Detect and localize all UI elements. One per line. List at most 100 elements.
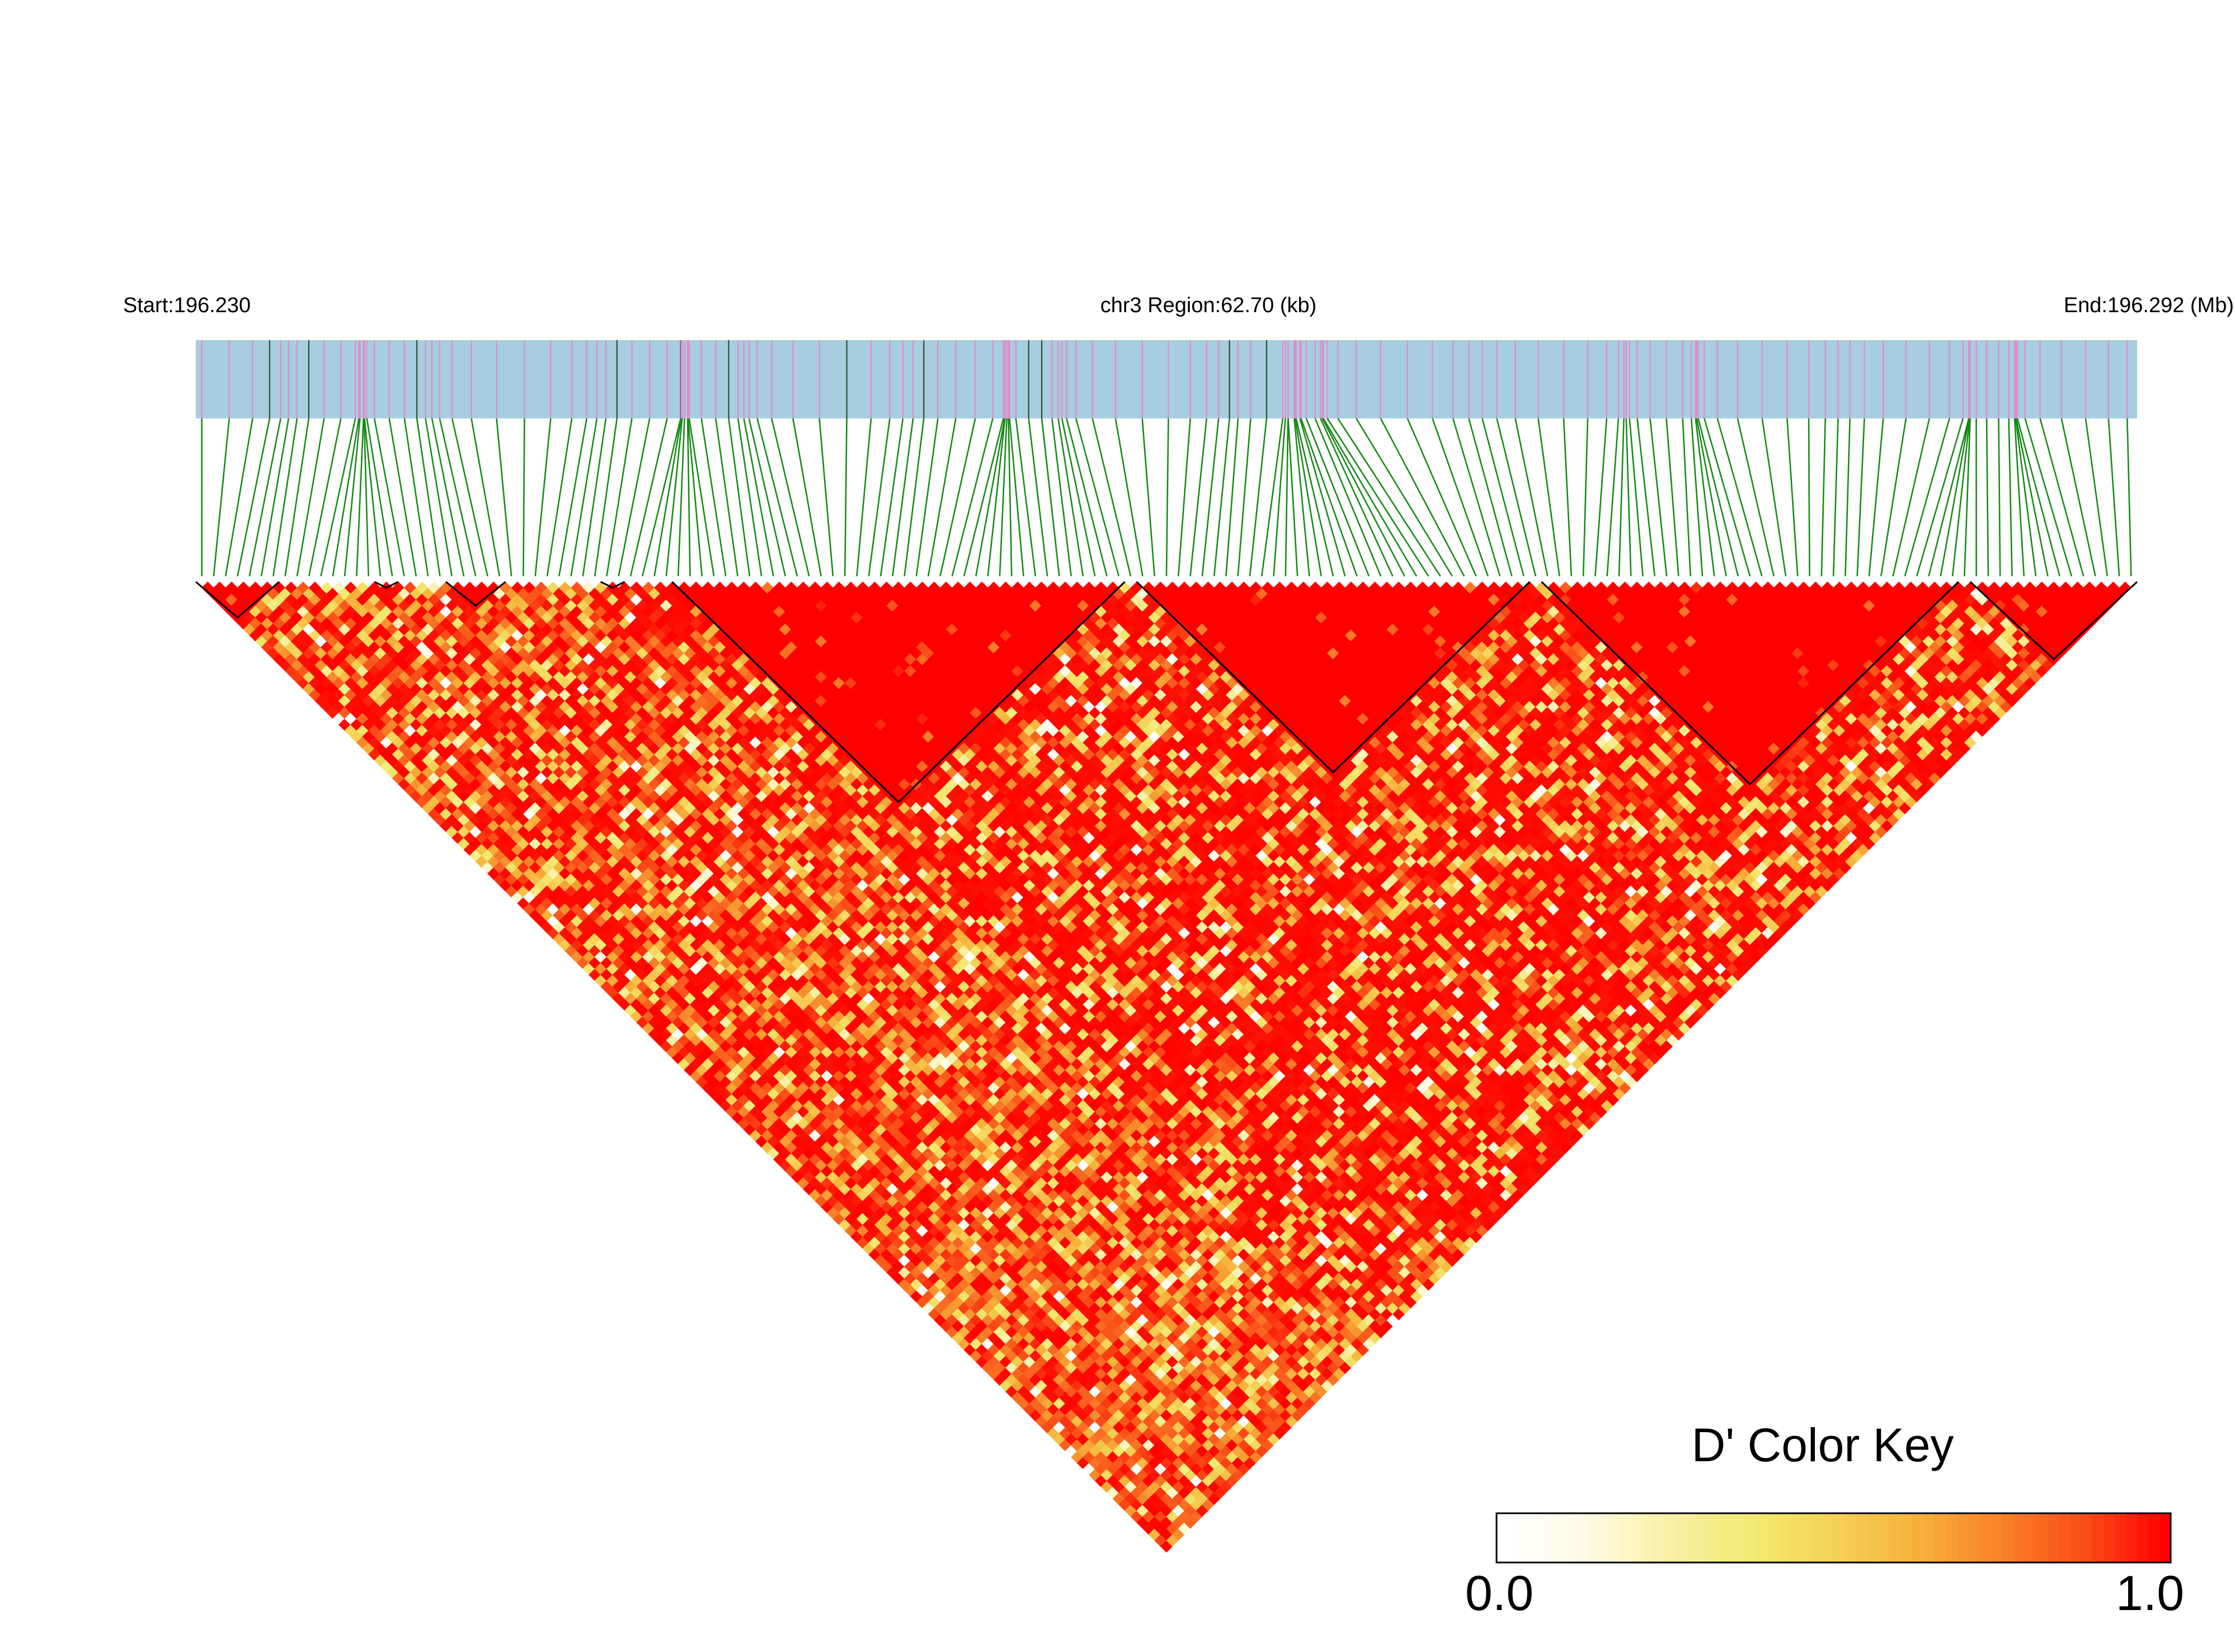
- snp-connector: [963, 418, 1004, 577]
- snp-connector: [2008, 418, 2013, 577]
- snp-connector: [1177, 418, 1191, 577]
- snp-connector: [2039, 418, 2085, 577]
- start-label: Start:196.230: [123, 294, 251, 317]
- snp-connector: [366, 418, 393, 577]
- snp-connector: [1481, 418, 1524, 577]
- snp-connector: [558, 418, 587, 577]
- snp-connector: [1468, 418, 1513, 577]
- snp-connector: [1964, 418, 1971, 577]
- snp-connector: [1294, 418, 1323, 577]
- snp-connector-lines: [201, 418, 2132, 577]
- snp-connector: [975, 418, 1006, 577]
- snp-connector: [1985, 418, 1989, 577]
- snp-connector: [1845, 418, 1851, 577]
- snp-connector: [439, 418, 477, 577]
- snp-connector: [1009, 418, 1024, 577]
- snp-connector: [2024, 418, 2073, 577]
- snp-connector: [1704, 418, 1751, 577]
- ld-cells: [201, 581, 2132, 1553]
- snp-connector: [332, 418, 360, 577]
- snp-connector: [1061, 418, 1096, 577]
- snp-connector: [818, 418, 834, 577]
- snp-connector: [1696, 418, 1727, 577]
- snp-connector: [904, 418, 925, 577]
- snp-connector: [373, 418, 405, 577]
- snp-connector: [1832, 418, 1839, 577]
- snp-connector: [1737, 418, 1775, 577]
- snp-connector: [715, 418, 738, 577]
- snp-connector: [1868, 418, 1884, 577]
- snp-connector: [1051, 418, 1072, 577]
- snp-connector: [737, 418, 763, 577]
- snp-connector: [951, 418, 994, 577]
- snp-connector: [260, 418, 290, 577]
- snp-connector: [1514, 418, 1549, 577]
- snp-connector: [1594, 418, 1608, 577]
- snp-connector: [1066, 418, 1108, 577]
- snp-connector: [1237, 418, 1251, 577]
- snp-connector: [308, 418, 342, 577]
- snp-connector: [2015, 418, 2049, 577]
- snp-connector: [1337, 418, 1441, 577]
- snp-connector: [653, 418, 682, 577]
- snp-connector: [431, 418, 465, 577]
- snp-connector: [1808, 418, 1810, 577]
- snp-connector: [665, 418, 683, 577]
- snp-connector: [470, 418, 501, 577]
- snp-connector: [1213, 418, 1230, 577]
- snp-connector: [1786, 418, 1799, 577]
- snp-connector: [237, 418, 271, 577]
- snp-connector: [1295, 418, 1334, 577]
- snp-connector: [582, 418, 607, 577]
- snp-connector: [1249, 418, 1268, 577]
- snp-connector: [687, 418, 703, 577]
- snp-connector: [1629, 418, 1644, 577]
- snp-connector: [284, 418, 310, 577]
- snp-connector: [743, 418, 774, 577]
- snp-connector: [1856, 418, 1865, 577]
- snp-connector: [1904, 418, 1950, 577]
- snp-connector: [1356, 418, 1453, 577]
- snp-connector: [2016, 418, 2060, 577]
- snp-connector: [1320, 418, 1394, 577]
- snp-connector: [1273, 418, 1286, 577]
- snp-connector: [1141, 418, 1156, 577]
- snp-connector: [688, 418, 715, 577]
- snp-connector: [356, 418, 365, 577]
- snp-connector: [1951, 418, 1971, 577]
- snp-connector: [1537, 418, 1560, 577]
- end-label: End:196.292 (Mb): [2064, 294, 2234, 317]
- snp-connector: [618, 418, 651, 577]
- snp-connector: [987, 418, 1006, 577]
- snp-connector: [1582, 418, 1589, 577]
- snp-connector: [1201, 418, 1220, 577]
- snp-connector: [1880, 418, 1907, 577]
- snp-connector: [1916, 418, 1964, 577]
- snp-connector: [496, 418, 512, 577]
- snp-connector: [388, 418, 417, 577]
- chromosome-track-bar: [196, 340, 2137, 418]
- snp-connector: [2126, 418, 2132, 577]
- snp-connector: [296, 418, 325, 577]
- snp-connector: [364, 418, 382, 577]
- snp-connector: [2085, 418, 2109, 577]
- snp-connector: [642, 418, 681, 577]
- snp-connector: [1326, 418, 1429, 577]
- snp-connector: [2013, 418, 2025, 577]
- snp-connector: [1075, 418, 1120, 577]
- snp-connector: [1091, 418, 1132, 577]
- snp-connector: [1682, 418, 1691, 577]
- snp-connector: [1406, 418, 1477, 577]
- snp-connector: [1057, 418, 1084, 577]
- snp-connector: [451, 418, 488, 577]
- snp-connector: [1563, 418, 1573, 577]
- snp-connector: [1323, 418, 1418, 577]
- snp-connector: [1625, 418, 1632, 577]
- snp-connector: [1928, 418, 1970, 577]
- snp-connector: [1028, 418, 1048, 577]
- snp-connector: [594, 418, 618, 577]
- snp-connector: [1998, 418, 2001, 577]
- snp-connector: [224, 418, 253, 577]
- snp-connector: [1380, 418, 1465, 577]
- snp-connector: [1452, 418, 1501, 577]
